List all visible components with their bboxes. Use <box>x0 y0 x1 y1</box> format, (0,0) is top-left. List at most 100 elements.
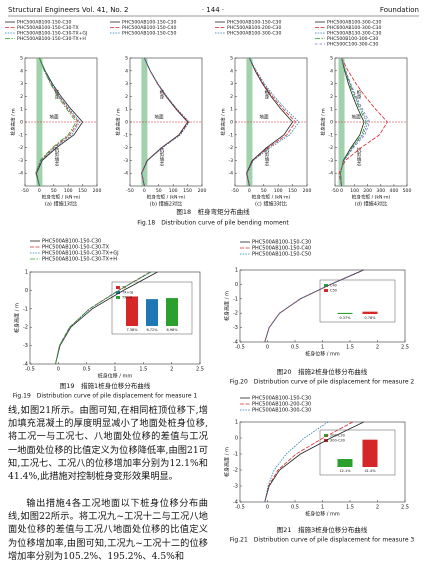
y-tick-label: 1 <box>25 270 28 276</box>
y-tick-label: 2 <box>20 94 23 100</box>
y-tick-label: 0 <box>25 288 28 294</box>
x-tick-label: -50 <box>126 188 134 194</box>
series-line <box>339 57 367 187</box>
figure-caption-cn: 图18 桩身弯矩分布曲线 <box>176 207 250 216</box>
legend-label: PHC500AB100-150-C30 <box>17 20 71 26</box>
inset-legend-swatch <box>116 291 120 294</box>
x-tick-label: 200 <box>303 188 312 194</box>
legend-label: PHC500AB100-200-C30 <box>227 25 281 31</box>
inset-bar <box>362 439 378 467</box>
y-axis-label: 桩身高度 / m <box>10 108 17 136</box>
y-tick-label: -1 <box>18 132 23 138</box>
x-axis-label: 桩身位移 / mm <box>305 351 340 358</box>
x-tick-label: -0.5 <box>235 345 245 351</box>
y-tick-label: -4 <box>23 362 28 368</box>
x-tick-label: 200 <box>198 188 207 194</box>
inset-value-label: 6.72% <box>146 328 158 332</box>
y-tick-label: 3 <box>20 81 23 87</box>
panel-label: (c) 措施3对比 <box>255 200 287 207</box>
y-axis-label: 桩身高度 / m <box>115 108 122 136</box>
y-tick-label: -4 <box>233 500 238 506</box>
y-tick-label: 0 <box>330 120 333 126</box>
y-tick-label: 4 <box>330 68 333 74</box>
y-tick-label: 1 <box>235 420 238 426</box>
x-tick-label: 150 <box>288 188 297 194</box>
x-tick-label: 0.5 <box>83 367 91 373</box>
y-tick-label: 3 <box>330 81 333 87</box>
inset-bar <box>166 298 178 326</box>
annotation: 地面 <box>259 114 269 121</box>
y-tick-label: -3 <box>23 343 28 349</box>
y-tick-label: -2 <box>233 468 238 474</box>
page-number: · 144 · <box>202 6 224 14</box>
y-tick-label: -3 <box>328 158 333 164</box>
y-tick-label: -4 <box>123 171 128 177</box>
series-line <box>246 57 300 187</box>
figure-caption-cn: 图21 措施3桩身位移分布曲线 <box>277 525 368 534</box>
inset-legend-label: TX+GJ <box>121 291 133 295</box>
inset-legend-swatch <box>324 284 328 287</box>
inset-bar <box>362 311 378 314</box>
legend-label: PHC500AB100-200-C30 <box>252 402 311 408</box>
x-tick-label: 400 <box>390 188 399 194</box>
x-tick-label: 1.5 <box>346 505 354 511</box>
y-tick-label: -1 <box>328 132 333 138</box>
inset-bar <box>146 299 158 326</box>
annotation: 抗剪填芯 <box>159 147 164 167</box>
x-tick-label: 1 <box>321 505 324 511</box>
series-line <box>35 57 81 187</box>
x-tick-label: 50 <box>261 188 267 194</box>
annotation: 抗剪填芯 <box>54 147 59 167</box>
legend-label: PHC500AB100-300-C30 <box>227 31 281 37</box>
inset-legend-label: TX+H <box>121 296 132 300</box>
x-tick-label: 0 <box>143 188 146 194</box>
x-tick-label: 2 <box>376 345 379 351</box>
legend-label: PHC500AB100-150-C30 <box>252 240 311 246</box>
y-tick-label: 3 <box>125 81 128 87</box>
series-line <box>35 57 77 187</box>
paragraph: 线,如图21所示。由图可知,在相同桩顶位移下,增加填充混凝土的厚度明显减小了地面… <box>8 405 208 483</box>
y-tick-label: 0 <box>235 436 238 442</box>
y-tick-label: -4 <box>328 171 333 177</box>
y-tick-label: 4 <box>230 68 233 74</box>
x-tick-label: 0 <box>38 188 41 194</box>
pile-body <box>246 58 253 186</box>
y-tick-label: 0 <box>230 120 233 126</box>
y-tick-label: -2 <box>23 325 28 331</box>
y-tick-label: 2 <box>230 94 233 100</box>
annotation: 地面 <box>154 114 164 121</box>
annotation: 抗剪填芯 <box>264 147 269 167</box>
x-tick-label: 100 <box>350 188 359 194</box>
y-tick-label: -3 <box>233 325 238 331</box>
series-line <box>246 57 294 187</box>
series-line <box>264 421 353 503</box>
x-tick-label: 1 <box>321 345 324 351</box>
inset-legend-swatch <box>324 289 328 292</box>
inset-value-label: 7.38% <box>126 328 138 332</box>
y-tick-label: -1 <box>233 296 238 302</box>
series-line <box>55 271 151 365</box>
inset-legend-label: 300-C30 <box>330 439 345 443</box>
x-axis-label: 桩身位移 / mm <box>305 511 340 518</box>
x-tick-label: -0.5 <box>235 505 245 511</box>
y-tick-label: -4 <box>18 171 23 177</box>
y-tick-label: -3 <box>233 484 238 490</box>
series-line <box>339 57 371 187</box>
y-tick-label: -2 <box>18 145 23 151</box>
legend-label: PHC600AB100-300-C30 <box>327 25 381 31</box>
y-tick-label: -2 <box>328 145 333 151</box>
legend-label: PHC500AB100-150-C30-TX <box>42 245 110 251</box>
x-tick-label: -50 <box>21 188 29 194</box>
annotation: 抗剪填芯 <box>356 147 361 167</box>
figure-caption-en: Fig.19 Distribution curve of pile displa… <box>13 393 198 400</box>
legend-label: PHC500AB100-150-C30-TX <box>17 25 79 31</box>
y-tick-label: 0 <box>20 120 23 126</box>
x-tick-label: 0 <box>340 188 343 194</box>
x-tick-label: -50 <box>331 188 339 194</box>
legend-label: PHC500AB100-300-C30 <box>327 20 381 26</box>
figure-caption-cn: 图19 措施1桩身位移分布曲线 <box>60 381 151 390</box>
y-tick-label: -3 <box>18 158 23 164</box>
paragraph: 输出措施4各工况地面以下桩身位移分布曲线,如图22所示。将工况九~工况十二与工况… <box>8 498 208 562</box>
y-tick-label: -1 <box>228 132 233 138</box>
x-tick-label: -50 <box>231 188 239 194</box>
